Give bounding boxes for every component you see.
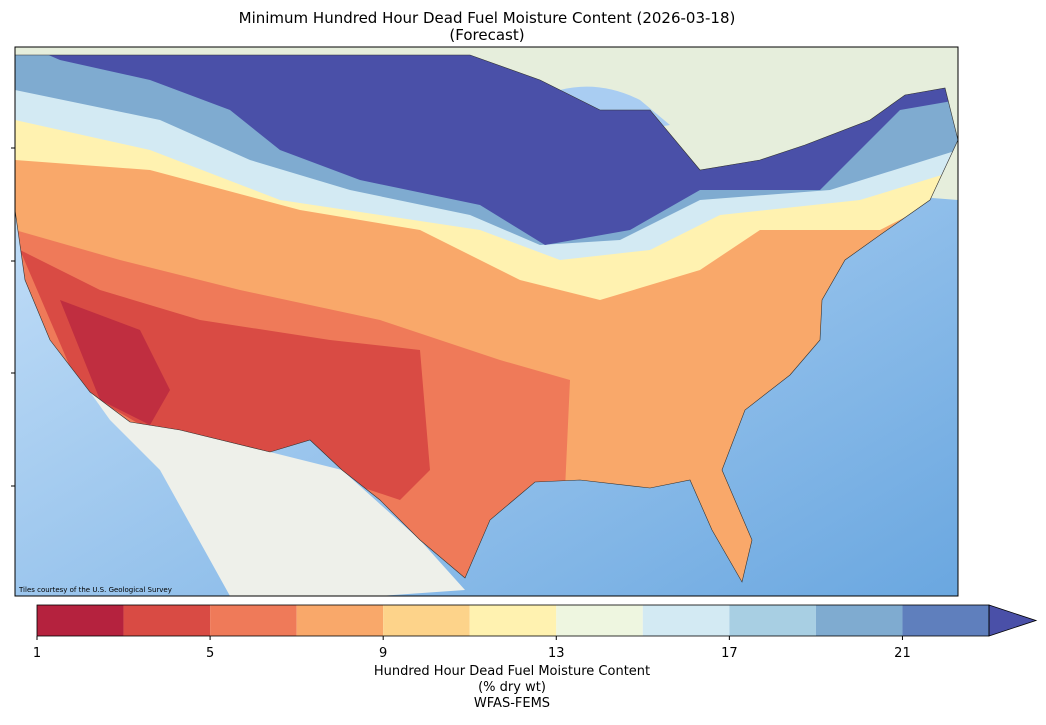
colorbar-tick-label: 9 bbox=[379, 646, 387, 661]
colorbar-segment bbox=[556, 605, 643, 636]
colorbar-tick-label: 5 bbox=[206, 646, 214, 661]
map: Tiles courtesy of the U.S. Geological Su… bbox=[15, 47, 958, 596]
title-line: Minimum Hundred Hour Dead Fuel Moisture … bbox=[239, 9, 736, 27]
colorbar-tick-label: 1 bbox=[33, 646, 41, 661]
colorbar-tick-label: 17 bbox=[721, 646, 738, 661]
colorbar-segment bbox=[815, 605, 903, 636]
title-line: (Forecast) bbox=[449, 26, 524, 44]
colorbar-segment bbox=[469, 605, 557, 636]
colorbar-segment bbox=[37, 605, 124, 636]
colorbar-extension bbox=[988, 604, 1038, 637]
map-frame bbox=[14, 46, 959, 597]
colorbar-tick-label: 21 bbox=[894, 646, 911, 661]
colorbar-segment bbox=[902, 605, 989, 636]
colorbar-segment bbox=[123, 605, 211, 636]
colorbar: 1 5 9 13 17 21 Hundred Hour Dead Fuel Moisture… bbox=[33, 604, 1038, 711]
frame-ticks bbox=[11, 147, 15, 487]
colorbar-label: (% dry wt) bbox=[478, 680, 546, 695]
colorbar-label: Hundred Hour Dead Fuel Moisture Content bbox=[374, 664, 650, 679]
colorbar-segment bbox=[383, 605, 470, 636]
attribution: Tiles courtesy of the U.S. Geological Su… bbox=[18, 586, 172, 594]
colorbar-segment bbox=[210, 605, 297, 636]
colorbar-segment bbox=[296, 605, 384, 636]
colorbar-label: WFAS-FEMS bbox=[474, 696, 550, 711]
colorbar-tick-label: 13 bbox=[548, 646, 565, 661]
colorbar-frame bbox=[36, 604, 990, 637]
colorbar-segment bbox=[642, 605, 730, 636]
colorbar-segment bbox=[729, 605, 816, 636]
